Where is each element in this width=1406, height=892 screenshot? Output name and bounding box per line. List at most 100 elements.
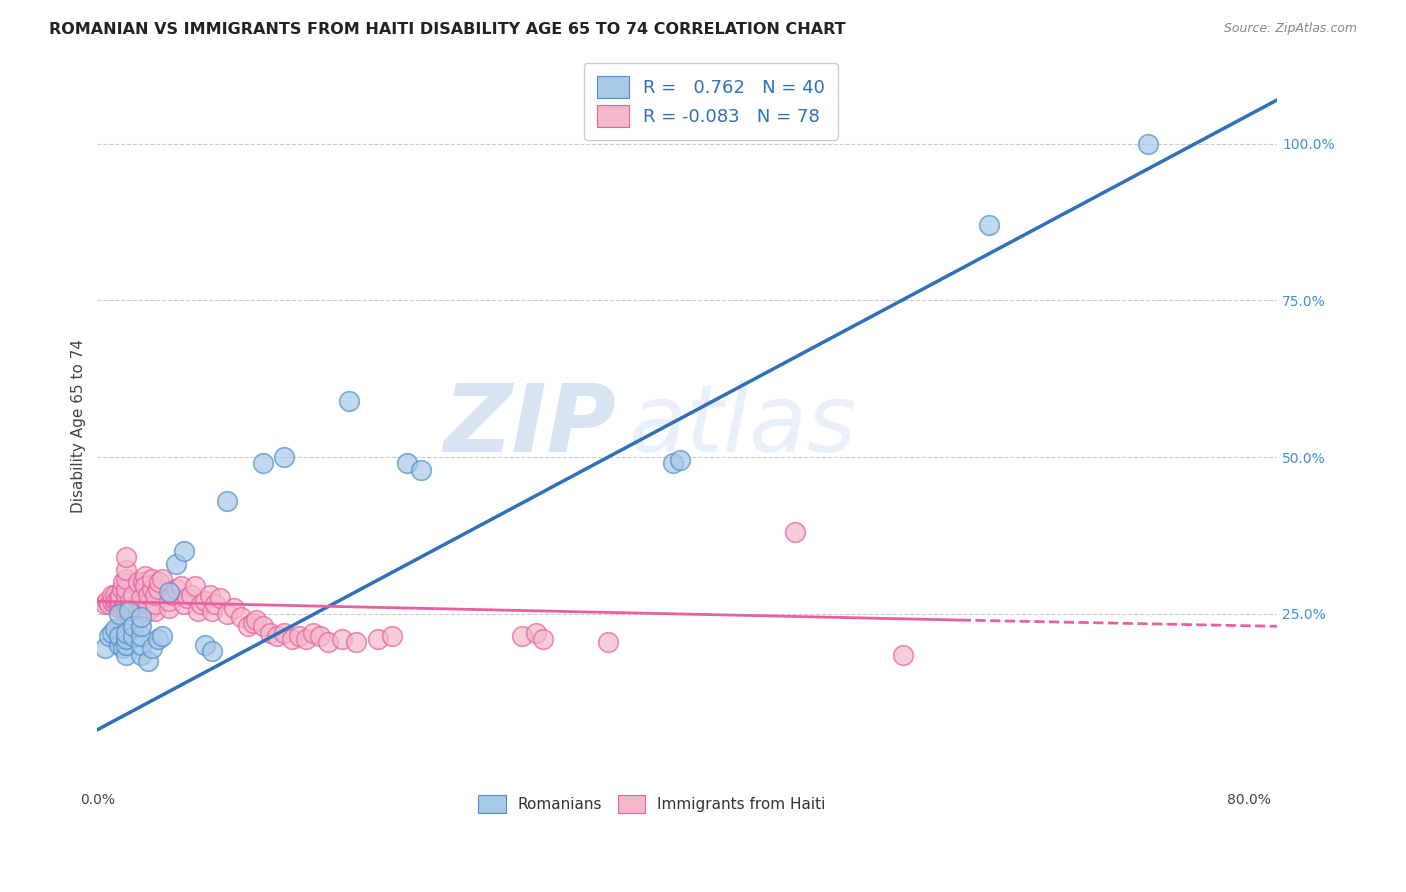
Point: [669, 453, 692, 467]
Point: [129, 591, 152, 606]
Point: [97, 598, 120, 612]
Point: [115, 598, 138, 612]
Point: [115, 638, 138, 652]
Point: [129, 648, 152, 662]
Point: [198, 588, 221, 602]
Point: [115, 632, 138, 646]
Point: [524, 625, 547, 640]
Point: [367, 632, 389, 646]
Point: [146, 582, 169, 596]
Point: [122, 629, 145, 643]
Point: [108, 600, 131, 615]
Text: ROMANIAN VS IMMIGRANTS FROM HAITI DISABILITY AGE 65 TO 74 CORRELATION CHART: ROMANIAN VS IMMIGRANTS FROM HAITI DISABI…: [49, 22, 846, 37]
Point: [111, 582, 134, 596]
Point: [129, 638, 152, 652]
Point: [136, 588, 159, 602]
Point: [104, 598, 127, 612]
Point: [411, 463, 433, 477]
Point: [118, 604, 141, 618]
Point: [201, 644, 224, 658]
Point: [108, 629, 131, 643]
Point: [115, 563, 138, 577]
Point: [108, 594, 131, 608]
Point: [330, 632, 353, 646]
Point: [132, 575, 155, 590]
Point: [115, 648, 138, 662]
Point: [1136, 136, 1159, 151]
Point: [108, 638, 131, 652]
Point: [110, 588, 132, 602]
Point: [136, 598, 159, 612]
Point: [785, 525, 807, 540]
Point: [204, 598, 226, 612]
Point: [166, 582, 188, 596]
Text: atlas: atlas: [628, 380, 856, 471]
Point: [166, 557, 188, 571]
Point: [201, 604, 224, 618]
Y-axis label: Disability Age 65 to 74: Disability Age 65 to 74: [72, 339, 86, 513]
Point: [141, 582, 163, 596]
Point: [302, 625, 325, 640]
Point: [120, 594, 142, 608]
Point: [208, 591, 231, 606]
Point: [252, 619, 274, 633]
Point: [295, 632, 318, 646]
Point: [238, 619, 260, 633]
Point: [245, 613, 267, 627]
Point: [173, 598, 195, 612]
Point: [231, 610, 253, 624]
Point: [115, 550, 138, 565]
Point: [598, 635, 620, 649]
Point: [194, 594, 217, 608]
Point: [141, 572, 163, 586]
Point: [337, 393, 360, 408]
Point: [215, 494, 238, 508]
Point: [118, 600, 141, 615]
Point: [97, 629, 120, 643]
Point: [242, 616, 264, 631]
Point: [979, 218, 1001, 232]
Point: [105, 594, 128, 608]
Point: [280, 632, 302, 646]
Point: [148, 575, 170, 590]
Point: [215, 607, 238, 621]
Text: ZIP: ZIP: [444, 380, 616, 472]
Point: [510, 629, 533, 643]
Point: [114, 598, 136, 612]
Point: [157, 585, 180, 599]
Point: [160, 588, 183, 602]
Point: [115, 625, 138, 640]
Point: [180, 588, 202, 602]
Point: [273, 625, 295, 640]
Point: [194, 638, 217, 652]
Point: [129, 598, 152, 612]
Point: [533, 632, 555, 646]
Point: [184, 579, 207, 593]
Point: [104, 588, 127, 602]
Point: [115, 604, 138, 618]
Point: [115, 572, 138, 586]
Point: [136, 654, 159, 668]
Point: [173, 544, 195, 558]
Point: [122, 619, 145, 633]
Point: [143, 598, 166, 612]
Point: [93, 641, 115, 656]
Point: [273, 450, 295, 464]
Point: [190, 598, 212, 612]
Legend: Romanians, Immigrants from Haiti: Romanians, Immigrants from Haiti: [465, 782, 838, 825]
Point: [288, 629, 311, 643]
Point: [100, 588, 122, 602]
Point: [170, 579, 193, 593]
Point: [104, 623, 127, 637]
Point: [136, 604, 159, 618]
Point: [112, 641, 135, 656]
Point: [150, 572, 173, 586]
Point: [252, 456, 274, 470]
Point: [187, 604, 209, 618]
Point: [134, 579, 156, 593]
Point: [100, 594, 122, 608]
Point: [891, 648, 914, 662]
Point: [112, 600, 135, 615]
Point: [129, 629, 152, 643]
Point: [150, 629, 173, 643]
